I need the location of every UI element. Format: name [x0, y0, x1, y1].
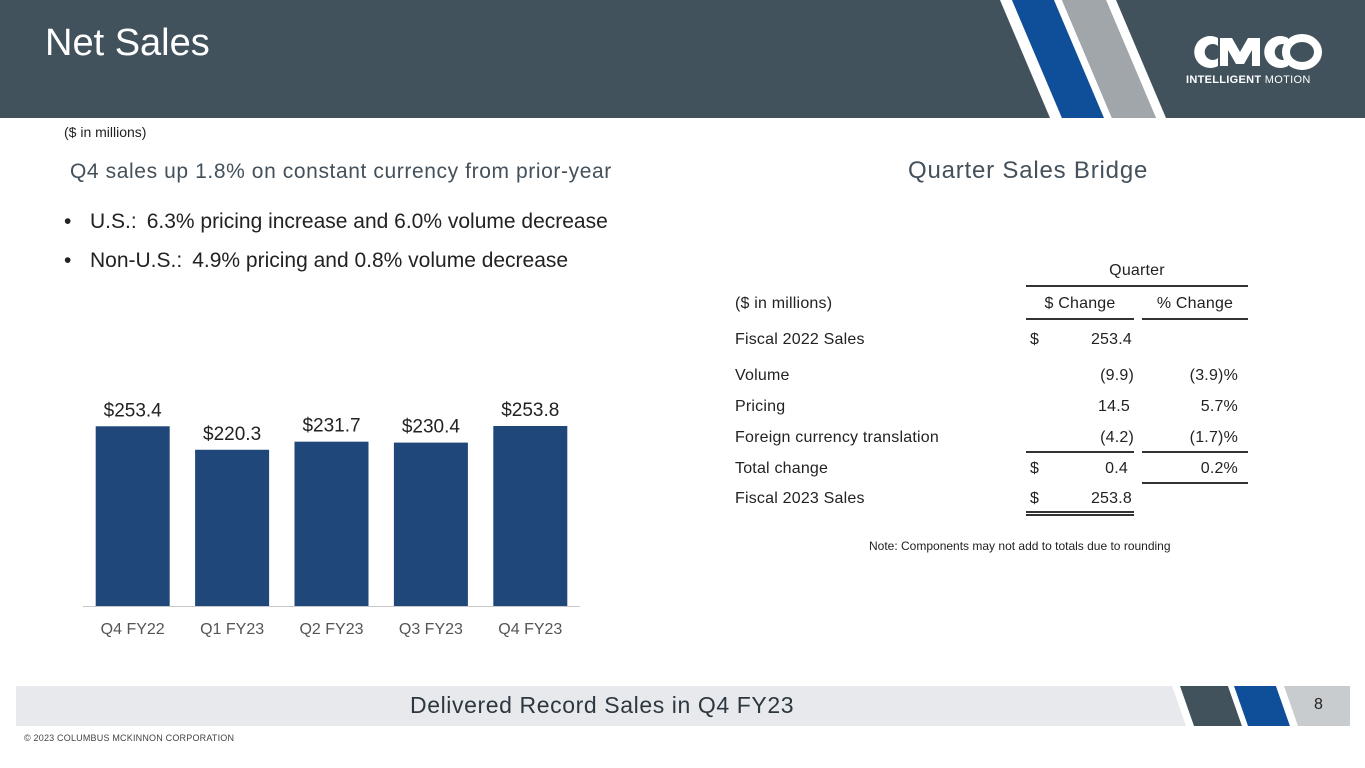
- col-rule: [1142, 318, 1248, 320]
- bar: [294, 441, 369, 606]
- footer-stripes: [1172, 686, 1350, 726]
- double-rule-top: [1026, 511, 1134, 513]
- bullet-item: • Non-U.S.: 4.9% pricing and 0.8% volume d…: [64, 247, 608, 286]
- bar: [493, 426, 568, 606]
- bar-data-label: $231.7: [302, 416, 360, 437]
- bullet-text: 4.9% pricing and 0.8% volume decrease: [192, 249, 569, 272]
- bar: [95, 426, 170, 606]
- bar: [393, 442, 468, 606]
- bar-data-label: $253.4: [104, 400, 163, 421]
- row-amount: (9.9): [1100, 367, 1134, 384]
- right-heading: Quarter Sales Bridge: [908, 157, 1149, 184]
- bar: [195, 449, 270, 606]
- row-pct: 5.7%: [1200, 398, 1238, 415]
- bullet-label: Non-U.S.:: [90, 249, 183, 272]
- row-amount: (4.2): [1100, 429, 1134, 446]
- bullet-dot: •: [64, 210, 72, 233]
- row-label: Pricing: [735, 398, 786, 415]
- left-heading: Q4 sales up 1.8% on constant currency fr…: [70, 160, 612, 183]
- subtotal-rule: [1142, 451, 1248, 453]
- row-label: Fiscal 2022 Sales: [735, 331, 865, 348]
- row-pct: (3.9)%: [1189, 367, 1238, 384]
- page-title: Net Sales: [45, 22, 210, 64]
- row-label: Fiscal 2023 Sales: [735, 490, 865, 507]
- total-rule: [1142, 482, 1248, 484]
- row-currency: $: [1030, 331, 1040, 348]
- row-amount: 14.5: [1098, 398, 1130, 415]
- bullet-dot: •: [64, 249, 72, 272]
- bullet-label: U.S.:: [90, 210, 137, 233]
- bullet-list: • U.S.: 6.3% pricing increase and 6.0% vol…: [64, 208, 608, 286]
- bar-data-label: $230.4: [402, 417, 461, 438]
- copyright: © 2023 COLUMBUS MCKINNON CORPORATION: [24, 733, 235, 743]
- slide-header: Net Sales INTELLIGENT MOTION: [0, 0, 1365, 118]
- row-currency: $: [1030, 460, 1040, 477]
- col-dollar-change: $ Change: [1044, 295, 1116, 312]
- row-amount: 253.4: [1090, 331, 1132, 348]
- row-label: Volume: [735, 367, 790, 384]
- row-pct: 0.2%: [1200, 460, 1238, 477]
- bar-data-label: $253.8: [501, 400, 559, 421]
- col-pct-change: % Change: [1156, 295, 1234, 312]
- cmco-logo: [1194, 34, 1322, 70]
- bar-data-label: $220.3: [203, 424, 261, 445]
- header-rule: [1026, 285, 1248, 287]
- footer-bar: [16, 686, 1350, 726]
- x-tick-label: Q3 FY23: [399, 621, 463, 638]
- x-tick-label: Q2 FY23: [299, 621, 363, 638]
- net-sales-bar-chart: $253.4 Q4 FY22 $220.3 Q1 FY23 $231.7 Q2 FY23 $…: [83, 400, 580, 638]
- header-stripes: [1000, 0, 1166, 118]
- row-amount: 253.8: [1090, 490, 1132, 507]
- page-number: 8: [1314, 696, 1323, 713]
- logo-tagline: INTELLIGENT MOTION: [1186, 74, 1311, 86]
- table-units: ($ in millions): [735, 295, 833, 312]
- double-rule-bottom: [1026, 514, 1134, 516]
- x-tick-label: Q1 FY23: [200, 621, 264, 638]
- row-pct: (1.7)%: [1189, 429, 1238, 446]
- x-tick-label: Q4 FY23: [498, 621, 562, 638]
- units-label: ($ in millions): [64, 124, 147, 140]
- footer-headline: Delivered Record Sales in Q4 FY23: [410, 692, 795, 718]
- rounding-note: Note: Components may not add to totals d…: [869, 539, 1171, 553]
- bullet-item: • U.S.: 6.3% pricing increase and 6.0% vol…: [64, 208, 608, 247]
- row-label: Total change: [735, 460, 829, 477]
- group-header: Quarter: [1109, 262, 1165, 279]
- row-label: Foreign currency translation: [735, 429, 939, 446]
- row-currency: $: [1030, 490, 1040, 507]
- row-amount: 0.4: [1105, 460, 1128, 477]
- subtotal-rule: [1026, 451, 1134, 453]
- x-tick-label: Q4 FY22: [101, 621, 165, 638]
- bullet-text: 6.3% pricing increase and 6.0% volume de…: [146, 210, 608, 233]
- col-rule: [1026, 318, 1134, 320]
